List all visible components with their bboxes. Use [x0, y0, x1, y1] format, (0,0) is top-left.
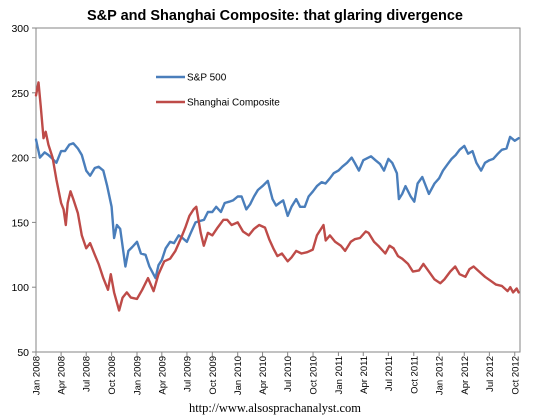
x-tick-label: Jan 2010 — [233, 356, 244, 395]
legend: S&P 500 Shanghai Composite — [156, 73, 280, 109]
legend-label: Shanghai Composite — [187, 98, 280, 109]
x-tick-label: Oct 2011 — [409, 356, 420, 394]
x-tick-label: Oct 2008 — [107, 356, 118, 395]
plot-area — [35, 27, 521, 353]
y-tick-label: 200 — [11, 153, 29, 165]
series-line-shanghai — [34, 81, 520, 312]
y-tick-label: 100 — [11, 282, 29, 294]
y-axis: 50 100 150 200 250 300 — [11, 23, 36, 359]
series-layer — [34, 81, 520, 312]
x-tick-label: Jan 2009 — [132, 356, 143, 395]
y-tick-label: 300 — [11, 23, 29, 35]
y-tick-label: 250 — [11, 88, 29, 100]
x-tick-label: Jul 2010 — [283, 356, 294, 392]
footer-url[interactable]: http://www.alsosprachanalyst.com — [189, 401, 361, 415]
x-tick-label: Jan 2012 — [435, 356, 446, 395]
x-tick-label: Apr 2012 — [460, 356, 471, 395]
y-tick-label: 50 — [17, 347, 29, 359]
legend-label: S&P 500 — [187, 73, 227, 84]
x-tick-label: Jan 2008 — [32, 356, 43, 395]
x-tick-label: Oct 2009 — [208, 356, 219, 395]
x-tick-label: Apr 2009 — [157, 356, 168, 395]
x-tick-label: Jul 2009 — [182, 356, 193, 392]
x-tick-label: Jan 2011 — [334, 356, 345, 394]
x-tick-label: Apr 2008 — [57, 356, 68, 395]
y-tick-label: 150 — [11, 217, 29, 229]
x-tick-label: Apr 2011 — [359, 356, 370, 394]
x-tick-label: Jul 2012 — [485, 356, 496, 392]
x-tick-label: Oct 2012 — [510, 356, 521, 395]
x-tick-label: Oct 2010 — [309, 356, 320, 395]
chart-title: S&P and Shanghai Composite: that glaring… — [87, 8, 463, 24]
x-axis: Jan 2008 Apr 2008 Jul 2008 Oct 2008 Jan 2009… — [32, 352, 521, 395]
x-tick-label: Jul 2008 — [82, 356, 93, 392]
plot-frame — [35, 27, 521, 353]
x-tick-label: Apr 2010 — [258, 356, 269, 395]
series-line-sp500 — [34, 135, 520, 280]
x-tick-label: Jul 2011 — [384, 356, 395, 391]
